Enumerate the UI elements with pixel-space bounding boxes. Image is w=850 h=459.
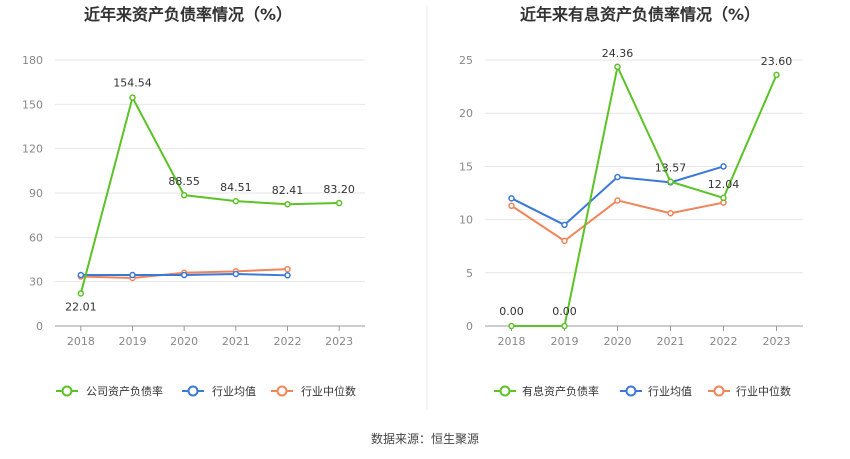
chart1-data-label: 82.41 (272, 184, 304, 197)
chart2-data-point (667, 209, 674, 217)
chart2-data-point (508, 195, 515, 202)
chart-panel-1: 近年来资产负债率情况（%） 0 30 60 90 120 150 180 2018 2019 202… (22, 5, 365, 398)
chart1-y-tick-label: 90 (29, 187, 43, 200)
chart2-data-label: 12.04 (708, 178, 740, 191)
chart1-data-label: 22.01 (65, 300, 97, 313)
chart1-y-tick-label: 60 (29, 231, 43, 244)
chart2-series-industry-avg (508, 163, 727, 229)
chart1-y-tick-label: 180 (22, 54, 43, 67)
chart2-data-point (614, 197, 621, 204)
legend-circle-icon (276, 385, 288, 397)
source-note: 数据来源：恒生聚源 (371, 431, 479, 446)
legend-label: 行业均值 (212, 385, 256, 398)
chart2-data-label: 0.00 (552, 305, 577, 318)
chart2-data-point (667, 178, 674, 185)
legend-label: 行业中位数 (301, 384, 356, 398)
chart1-series-company: 22.01 154.54 88.55 84.51 82.41 83.20 (65, 77, 355, 314)
legend-label: 公司资产负债率 (86, 384, 163, 398)
chart2-data-point (561, 221, 568, 229)
chart1-legend-item-company[interactable]: 公司资产负债率 (56, 384, 163, 398)
legend-circle-icon (61, 385, 73, 397)
chart1-legend-item-industry-avg[interactable]: 行业均值 (182, 385, 256, 398)
chart2-legend-item-company[interactable]: 有息资产负债率 (494, 384, 599, 398)
chart1-data-point (232, 270, 240, 278)
chart1-x-tick-label: 2021 (222, 335, 250, 348)
chart2-legend-item-industry-avg[interactable]: 行业均值 (620, 385, 692, 398)
legend-label: 行业均值 (648, 385, 692, 398)
chart2-x-tick-label: 2020 (604, 335, 632, 348)
chart2-legend-item-industry-median[interactable]: 行业中位数 (708, 384, 791, 398)
chart2-data-point (720, 194, 727, 202)
chart2-series-line (510, 199, 724, 242)
chart2-title: 近年来有息资产负债率情况（%） (520, 5, 760, 24)
chart2-data-point (508, 322, 515, 330)
chart1-data-point (180, 271, 188, 279)
chart2-data-point (614, 173, 621, 181)
chart2-data-point (561, 237, 568, 245)
legend-circle-icon (499, 385, 511, 397)
chart2-x-tick-label: 2022 (710, 335, 738, 348)
chart2-y-tick-label: 10 (459, 214, 473, 227)
chart2-x-tick-label: 2019 (551, 335, 579, 348)
chart2-data-label: 24.36 (602, 47, 634, 60)
chart2-data-point (720, 163, 727, 170)
legend-circle-icon (625, 385, 637, 397)
chart1-data-label: 83.20 (323, 183, 355, 196)
chart1-x-tick-label: 2018 (67, 335, 95, 348)
chart1-y-tick-label: 0 (36, 320, 43, 333)
chart1-data-point (129, 94, 136, 101)
chart1-y-tick-label: 120 (22, 143, 43, 156)
chart1-data-point (335, 199, 343, 207)
chart1-data-point (180, 191, 188, 199)
chart1-data-point (284, 200, 291, 208)
chart1-series-industry-avg (77, 270, 291, 279)
chart2-y-tick-label: 20 (459, 107, 473, 120)
chart2-series-industry-median (508, 197, 727, 245)
chart2-series-line (511, 65, 778, 327)
chart1-x-tick-label: 2019 (119, 335, 147, 348)
chart2-y-tick-label: 15 (459, 160, 473, 173)
chart2-data-label: 0.00 (499, 305, 524, 318)
chart1-title: 近年来资产负债率情况（%） (84, 5, 292, 24)
chart2-data-label: 23.60 (761, 55, 793, 68)
chart1-data-label: 88.55 (168, 175, 200, 188)
chart1-data-point (129, 271, 136, 279)
chart2-data-point (773, 71, 780, 79)
chart1-data-point (77, 290, 85, 297)
chart1-x-tick-label: 2020 (170, 335, 198, 348)
chart2-data-point (508, 202, 515, 210)
chart1-x-tick-label: 2022 (274, 335, 302, 348)
chart2-x-tick-label: 2018 (498, 335, 526, 348)
chart1-y-tick-label: 30 (29, 276, 43, 289)
legend-circle-icon (187, 385, 199, 397)
chart2-data-point (614, 63, 621, 71)
chart1-data-point (284, 265, 291, 273)
chart2-x-tick-label: 2021 (657, 335, 685, 348)
chart2-series-company: 0.00 0.00 24.36 13.57 12.04 23.60 (499, 47, 793, 330)
legend-circle-icon (713, 385, 725, 397)
chart1-data-point (284, 272, 291, 279)
chart2-y-tick-label: 5 (466, 267, 473, 280)
chart1-y-tick-label: 150 (22, 98, 43, 111)
chart1-data-label: 154.54 (113, 77, 152, 90)
chart1-data-label: 84.51 (220, 181, 252, 194)
chart1-series-line (79, 96, 340, 294)
chart2-x-tick-label: 2023 (763, 335, 791, 348)
chart2-y-tick-label: 25 (459, 54, 473, 67)
chart-panel-2: 近年来有息资产负债率情况（%） 0 5 10 15 20 25 2018 2019 2020 202… (459, 5, 803, 398)
chart2-data-point (561, 322, 568, 330)
chart2-data-label: 13.57 (655, 162, 687, 175)
chart2-y-tick-label: 0 (466, 320, 473, 333)
legend-label: 行业中位数 (736, 384, 791, 398)
legend-label: 有息资产负债率 (522, 384, 599, 398)
chart1-data-point (232, 197, 240, 205)
chart1-data-point (77, 271, 85, 279)
chart1-legend-item-industry-median[interactable]: 行业中位数 (271, 384, 356, 398)
chart1-x-tick-label: 2023 (325, 335, 353, 348)
